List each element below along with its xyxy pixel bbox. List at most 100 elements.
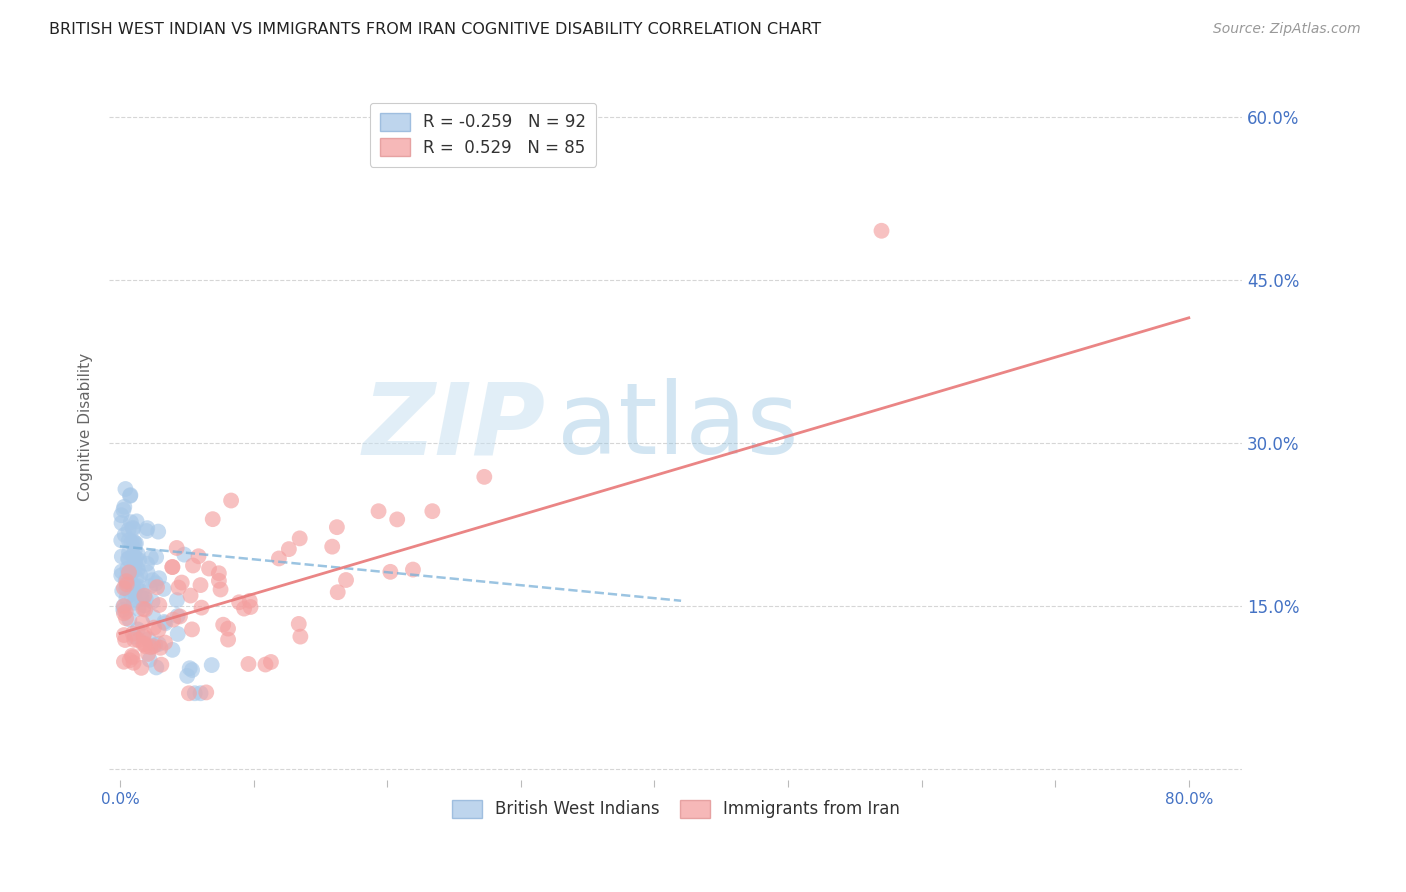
Point [326,520,349,534]
Point [128,553,150,567]
Point [180,589,202,603]
Point [420,504,443,518]
Point [115,611,138,625]
Point [209,582,232,597]
Point [122,522,145,536]
Point [212,617,235,632]
Point [148,524,170,539]
Point [131,584,153,599]
Point [110,568,132,582]
Point [148,623,170,637]
Point [367,504,389,518]
Point [162,613,184,627]
Point [118,653,141,667]
Point [138,653,160,667]
Point [132,630,155,644]
Point [128,601,150,615]
Point [173,548,195,562]
Point [177,686,200,700]
Point [118,533,141,548]
Point [131,591,153,606]
Point [141,573,163,587]
Text: ZIP: ZIP [363,378,546,475]
Point [184,686,207,700]
Point [134,626,156,640]
Point [127,562,149,576]
Point [122,548,145,562]
Point [114,574,136,588]
Point [153,615,176,629]
Point [114,527,136,541]
Point [472,470,495,484]
Point [134,599,156,613]
Point [112,599,135,614]
Point [121,535,143,549]
Point [135,524,157,538]
Point [121,578,143,592]
Point [136,647,159,661]
Point [155,616,177,631]
Point [150,657,173,672]
Point [380,565,402,579]
Point [139,579,162,593]
Point [110,533,132,548]
Point [125,581,148,595]
Point [145,576,167,591]
Point [148,637,170,651]
Point [201,512,224,526]
Point [111,583,134,598]
Point [136,566,159,580]
Point [121,626,143,640]
Point [132,602,155,616]
Point [148,571,170,585]
Point [217,632,239,647]
Point [120,488,142,502]
Point [195,685,218,699]
Point [134,589,156,603]
Point [179,661,201,675]
Text: atlas: atlas [557,378,799,475]
Point [125,515,148,529]
Point [402,563,425,577]
Point [124,593,146,607]
Point [267,551,290,566]
Point [132,637,155,651]
Point [162,643,184,657]
Point [121,650,143,665]
Point [118,566,141,580]
Point [134,602,156,616]
Point [124,550,146,565]
Point [111,565,134,579]
Point [127,579,149,593]
Text: BRITISH WEST INDIAN VS IMMIGRANTS FROM IRAN COGNITIVE DISABILITY CORRELATION CHA: BRITISH WEST INDIAN VS IMMIGRANTS FROM I… [49,22,821,37]
Point [121,561,143,575]
Point [115,591,138,606]
Point [239,594,262,608]
Point [208,566,231,581]
Point [139,550,162,565]
Point [208,574,231,588]
Point [114,605,136,619]
Point [118,551,141,566]
Point [121,648,143,663]
Point [238,657,260,671]
Point [124,537,146,551]
Point [139,640,162,655]
Point [138,632,160,647]
Point [162,560,184,574]
Point [219,493,242,508]
Point [145,660,167,674]
Point [114,632,136,647]
Point [233,601,256,615]
Point [125,571,148,585]
Point [112,503,135,517]
Point [176,669,198,683]
Point [190,686,212,700]
Point [124,585,146,599]
Point [149,640,172,655]
Point [112,655,135,669]
Point [125,536,148,550]
Point [127,633,149,648]
Point [201,658,224,673]
Point [135,640,157,654]
